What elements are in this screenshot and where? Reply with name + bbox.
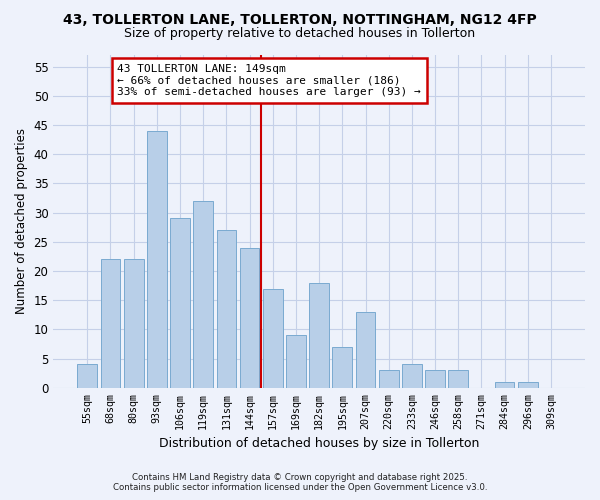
Text: Size of property relative to detached houses in Tollerton: Size of property relative to detached ho… <box>124 28 476 40</box>
Bar <box>332 347 352 388</box>
Text: 43 TOLLERTON LANE: 149sqm
← 66% of detached houses are smaller (186)
33% of semi: 43 TOLLERTON LANE: 149sqm ← 66% of detac… <box>118 64 421 97</box>
Bar <box>518 382 538 388</box>
Bar <box>495 382 514 388</box>
Bar <box>240 248 259 388</box>
Bar <box>286 336 306 388</box>
Bar <box>448 370 468 388</box>
Bar <box>402 364 422 388</box>
Text: 43, TOLLERTON LANE, TOLLERTON, NOTTINGHAM, NG12 4FP: 43, TOLLERTON LANE, TOLLERTON, NOTTINGHA… <box>63 12 537 26</box>
X-axis label: Distribution of detached houses by size in Tollerton: Distribution of detached houses by size … <box>159 437 479 450</box>
Text: Contains HM Land Registry data © Crown copyright and database right 2025.
Contai: Contains HM Land Registry data © Crown c… <box>113 473 487 492</box>
Bar <box>170 218 190 388</box>
Y-axis label: Number of detached properties: Number of detached properties <box>15 128 28 314</box>
Bar <box>379 370 398 388</box>
Bar <box>124 260 143 388</box>
Bar <box>77 364 97 388</box>
Bar <box>147 131 167 388</box>
Bar <box>309 282 329 388</box>
Bar <box>425 370 445 388</box>
Bar <box>101 260 121 388</box>
Bar <box>193 201 213 388</box>
Bar <box>263 288 283 388</box>
Bar <box>356 312 376 388</box>
Bar <box>217 230 236 388</box>
